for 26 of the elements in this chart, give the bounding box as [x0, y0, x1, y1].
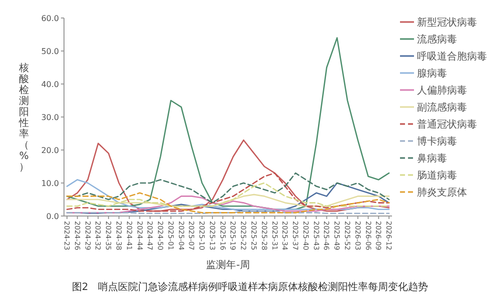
- line-series: [66, 172, 390, 212]
- y-tick-label: 20.0: [41, 146, 59, 155]
- text: 核酸检测阳性率（%）: [19, 63, 29, 173]
- text: 图2 哨点医院门急诊流感样病例呼吸道样本病原体核酸检测阳性率每周变化趋势: [72, 281, 428, 293]
- x-axis-title: 监测年-周: [206, 259, 250, 271]
- y-tick-label: 40.0: [41, 80, 59, 89]
- legend-label: 人偏肺病毒: [417, 84, 467, 96]
- legend-label: 副流感病毒: [417, 102, 467, 114]
- line-series: [66, 194, 390, 207]
- y-tick-label: 0.0: [46, 212, 59, 221]
- line-series: [66, 192, 390, 214]
- legend-label: 肠道病毒: [417, 170, 457, 182]
- y-tick-label: 60.0: [41, 14, 59, 23]
- y-tick-label: 10.0: [41, 178, 59, 188]
- legend-label: 腺病毒: [417, 68, 447, 80]
- legend-label: 肺炎支原体: [417, 186, 467, 198]
- legend-label: 新型冠状病毒: [417, 16, 477, 28]
- legend-label: 呼吸道合胞病毒: [417, 50, 487, 62]
- legend-label: 博卡病毒: [417, 136, 457, 148]
- y-tick-label: 30.0: [41, 112, 59, 122]
- legend-label: 流感病毒: [417, 34, 457, 46]
- y-tick-label: 50.0: [41, 46, 59, 56]
- line-series: [66, 37, 390, 210]
- legend-label: 普通冠状病毒: [417, 118, 477, 130]
- line-series: [66, 139, 390, 212]
- legend-label: 鼻病毒: [417, 152, 447, 164]
